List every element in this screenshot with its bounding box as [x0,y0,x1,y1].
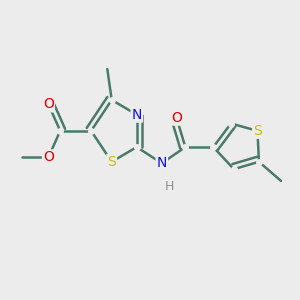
Text: N: N [157,156,167,170]
Text: N: N [132,108,142,122]
Text: O: O [43,98,54,111]
Text: O: O [43,150,54,164]
Text: O: O [171,111,182,124]
Text: S: S [107,155,116,169]
Text: S: S [253,124,262,138]
Text: H: H [164,180,174,193]
